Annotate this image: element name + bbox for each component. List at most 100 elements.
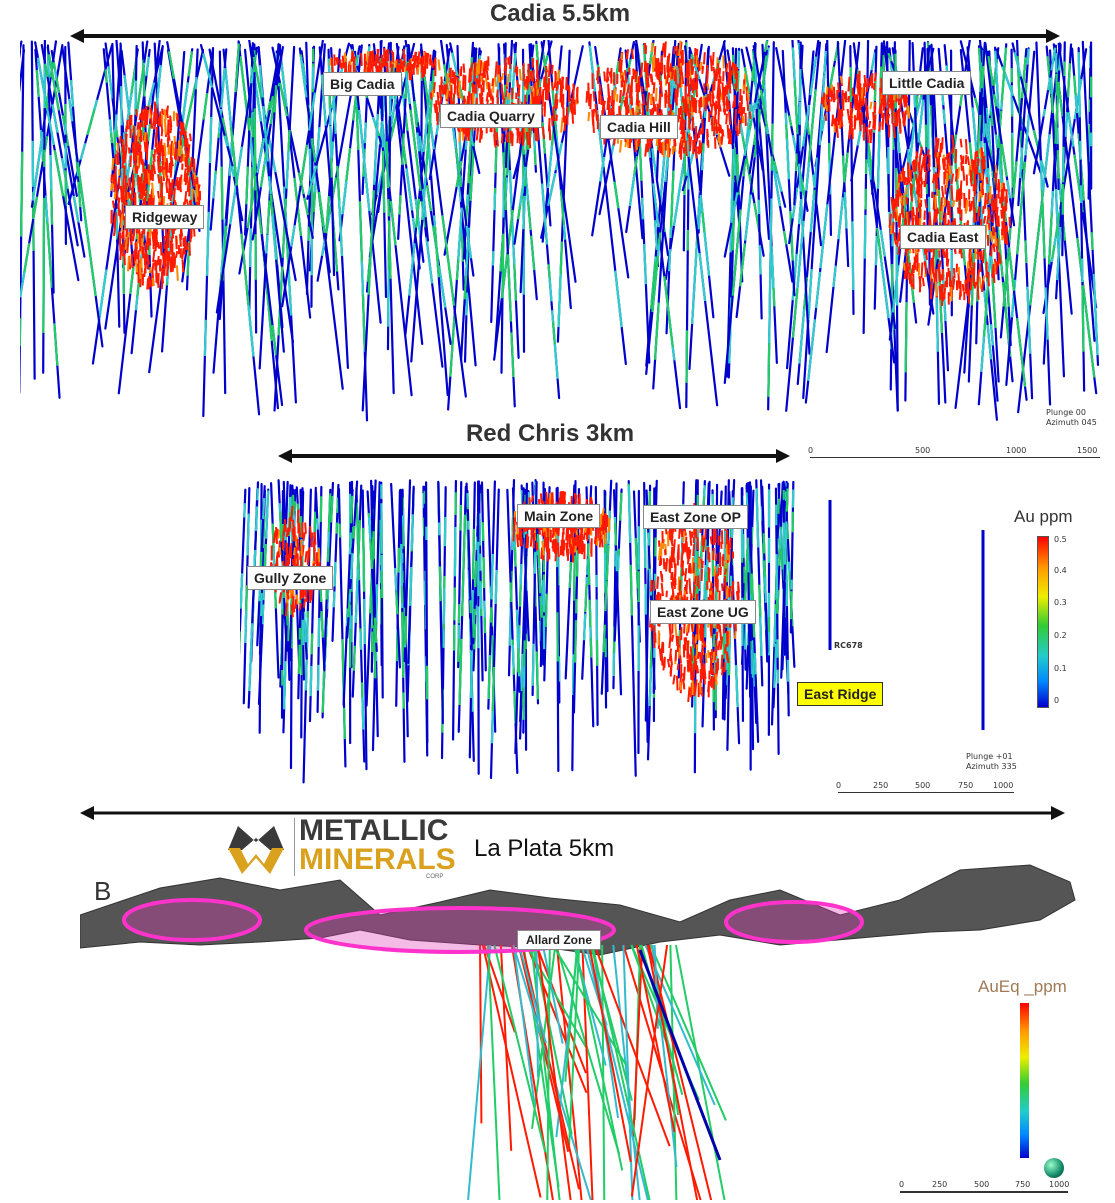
zone-label-cadia-hill: Cadia Hill [600,115,678,139]
drillhole-trace [480,481,487,672]
drillhole-trace [521,944,580,1190]
zone-label-cadia-quarry: Cadia Quarry [440,104,542,128]
drillhole-trace [361,40,383,412]
au-ppm-tick: 0.2 [1054,631,1067,640]
target-ellipse [122,898,262,942]
drillhole-trace [1010,48,1014,202]
drillhole-trace [674,944,726,1200]
au-ppm-tick: 0 [1054,696,1060,705]
logo-divider [294,818,295,876]
drillhole-trace [407,485,415,665]
drillhole-trace [298,47,331,274]
target-ellipse [724,900,864,944]
red-chris-plunge-note: Plunge +01 Azimuth 335 [966,752,1017,772]
drillhole-trace [774,487,780,755]
drillhole-trace [342,488,354,706]
cadia-plunge-line: Plunge 00 [1046,408,1086,417]
drillhole-trace [489,488,500,780]
red-chris-plunge-line: Plunge +01 [966,752,1013,761]
drillhole-trace [457,485,467,733]
drillhole-trace [247,481,260,709]
drillhole-trace [351,484,363,698]
drillhole-trace [731,47,744,283]
cadia-scale-tick: 1500 [1077,446,1098,455]
drillhole-trace [556,49,571,343]
drillhole-trace [849,45,855,316]
zone-label-east-zone-op: East Zone OP [643,505,749,529]
la-plata-scale-tick: 250 [932,1180,948,1189]
drillhole-trace [337,487,347,768]
red-chris-scale-tick: 500 [915,781,931,790]
la-plata-scale-tick: 1000 [1049,1180,1070,1189]
drillhole-trace [437,480,444,725]
la-plata-scale-line [900,1191,1068,1193]
zone-label-little-cadia: Little Cadia [882,71,972,95]
drillhole-trace [242,487,251,705]
red-chris-width-arrow [278,449,790,463]
drillhole-trace [253,43,258,334]
drillhole-trace [487,944,501,1200]
drillhole-trace [535,944,587,1074]
little-cadia-ore-body [820,70,911,144]
drillhole-trace [573,944,624,1171]
cadia-plunge-note: Plunge 00 Azimuth 045 [1046,408,1097,428]
drillhole-label-rc678: RC678 [834,641,863,650]
drillhole-trace [199,43,234,167]
drillhole-trace [836,40,850,268]
cadia-width-arrow [70,29,1060,43]
zone-label-cadia-east: Cadia East [900,225,986,249]
au-ppm-color-bar [1037,536,1049,708]
drillhole-trace [346,480,359,639]
drillhole-trace [481,944,542,1198]
drillhole-trace [635,944,676,1133]
red-chris-scale-tick: 1000 [993,781,1014,790]
zone-label-big-cadia: Big Cadia [323,72,402,96]
drillhole-trace [638,949,722,1161]
drillhole-trace [1017,47,1030,207]
drillhole-trace [273,45,296,412]
la-plata-section-plot [80,864,1076,1200]
drillhole-trace [647,944,713,1200]
drillhole-trace [34,41,80,282]
drillhole-trace [280,490,285,719]
drillhole-trace [632,944,644,1137]
drillhole-trace [536,944,572,1200]
zone-label-main-zone: Main Zone [517,504,601,528]
drillhole-trace [767,41,775,411]
red-chris-scale-line [838,792,1014,793]
drillhole-trace [630,944,669,1197]
au-ppm-tick: 0.1 [1054,664,1067,673]
drillhole-trace [410,50,437,363]
drillhole-trace [366,490,378,653]
drillhole-trace [1032,44,1057,175]
cadia-title: Cadia 5.5km [489,0,631,27]
drillhole-trace [20,44,25,394]
drillhole-trace [518,944,547,1044]
zone-label-east-zone-ug: East Zone UG [650,600,756,624]
drillhole-trace [612,489,623,696]
la-plata-width-arrow [80,806,1065,820]
section-start-label: B [94,876,112,906]
drillhole-trace [804,40,847,404]
cadia-scale-tick: 1000 [1006,446,1027,455]
zone-label-east-ridge: East Ridge [797,682,884,706]
drillhole-trace [644,944,716,1106]
cadia-azimuth-line: Azimuth 045 [1046,418,1097,427]
la-plata-title: La Plata 5km [474,835,615,862]
drillhole-trace [780,482,789,679]
drillhole-trace [331,483,340,642]
drillhole-trace [222,48,261,416]
drillhole-trace [457,480,463,669]
logo-text-minerals: MINERALS [299,843,456,876]
drillhole-trace [567,944,581,1149]
drillhole-trace [34,48,61,399]
drillhole-trace [61,45,104,348]
drillhole-trace [555,944,583,1200]
drillhole-trace [404,49,435,336]
drillhole-trace [110,44,122,198]
drillhole-trace [477,480,484,682]
la-plata-scale-tick: 500 [974,1180,990,1189]
cadia-scale-tick: 500 [915,446,931,455]
drillhole-trace [1035,41,1052,406]
drillhole-trace [380,481,384,699]
